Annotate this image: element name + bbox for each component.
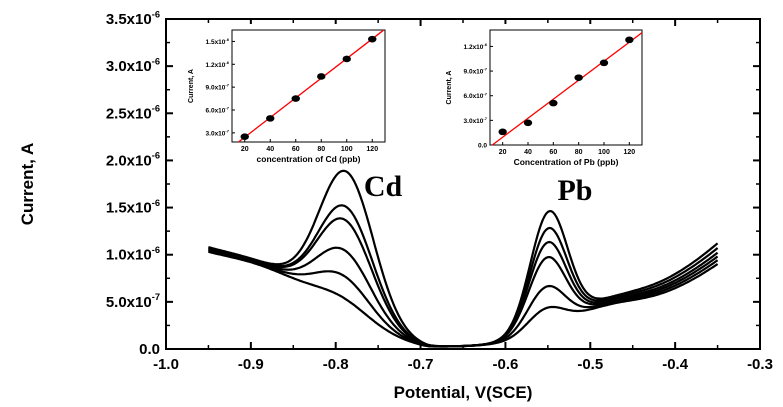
inset-x-axis-title: concentration of Cd (ppb) <box>257 154 361 164</box>
cd-peak-label: Cd <box>364 170 403 203</box>
inset-data-point <box>625 36 634 44</box>
inset-y-tick-label: 9.0x10-7 <box>206 83 230 92</box>
inset-y-tick-label: 3.0x10-7 <box>464 116 488 125</box>
inset-fit-line <box>491 32 643 146</box>
y-tick-label: 0.0 <box>139 341 160 358</box>
inset-y-tick-label: 6.0x10-7 <box>464 91 488 100</box>
main-plot: -1.0 -0.9 -0.8 -0.7 -0.6 -0.5 -0.4 -0.3 0.0 5.0x1… <box>18 9 773 402</box>
pb-calibration-inset: 20 40 60 80 100 120 0.0 3.0x10-7 6.0x10-7 9.0x10-… <box>440 24 656 171</box>
inset-data-point <box>574 74 583 81</box>
x-tick-label: -0.9 <box>238 356 264 373</box>
x-tick-label: -1.0 <box>153 356 179 373</box>
inset-data-point <box>291 95 300 102</box>
inset-data-point <box>599 59 609 67</box>
x-tick-label: -0.6 <box>492 356 518 373</box>
inset-x-tick-label: 40 <box>524 149 532 156</box>
inset-y-tick-label: 3.0x10-7 <box>206 128 230 137</box>
inset-y-tick-label: 1.5x10-6 <box>206 37 230 46</box>
inset-x-tick-label: 120 <box>366 146 378 153</box>
y-tick-label: 3.0x10-6 <box>106 56 160 75</box>
inset-data-point <box>523 119 533 127</box>
x-tick-label: -0.4 <box>662 356 689 373</box>
inset-data-point <box>549 99 558 107</box>
y-tick-label: 1.0x10-6 <box>106 245 160 264</box>
inset-x-tick-label: 60 <box>549 149 557 156</box>
inset-x-axis-title: Concentration of Pb (ppb) <box>514 157 619 167</box>
y-axis-title: Current, A <box>18 143 37 226</box>
inset-x-tick-label: 100 <box>598 149 610 156</box>
voltammogram-line <box>208 169 719 348</box>
voltammogram-line <box>208 217 719 348</box>
inset-x-tick-label: 80 <box>575 149 583 156</box>
pb-peak-label: Pb <box>557 174 592 207</box>
y-tick-label: 3.5x10-6 <box>106 9 160 28</box>
inset-x-tick-label: 40 <box>266 146 274 153</box>
x-tick-label: -0.7 <box>408 356 434 373</box>
inset-x-tick-label: 80 <box>317 146 325 153</box>
cd-calibration-inset: 20 40 60 80 100 120 3.0x10-7 6.0x10-7 9.0x10-7 1.… <box>182 24 399 168</box>
inset-frame <box>231 29 386 143</box>
inset-fit-line <box>238 29 385 143</box>
inset-y-axis-title: Current, A <box>446 71 453 105</box>
x-tick-label: -0.5 <box>577 356 603 373</box>
inset-y-tick-label: 1.2x10-6 <box>464 42 488 51</box>
inset-x-tick-label: 100 <box>341 146 353 153</box>
inset-x-tick-label: 60 <box>292 146 300 153</box>
x-axis-title: Potential, V(SCE) <box>394 383 533 402</box>
inset-data-point <box>368 35 377 43</box>
inset-y-tick-label: 6.0x10-7 <box>206 106 230 115</box>
inset-data-point <box>240 133 249 140</box>
inset-x-tick-label: 120 <box>623 149 635 156</box>
y-tick-label: 1.5x10-6 <box>106 198 160 217</box>
inset-y-tick-label: 0.0 <box>478 143 487 150</box>
x-tick-label: -0.8 <box>323 356 349 373</box>
voltammogram-series <box>208 169 719 348</box>
inset-data-point <box>266 115 275 122</box>
inset-frame <box>489 29 643 146</box>
inset-y-axis-title: Current, A <box>188 69 195 103</box>
inset-x-tick-label: 20 <box>499 149 507 156</box>
inset-x-tick-label: 20 <box>241 146 249 153</box>
inset-data-point <box>342 55 351 63</box>
inset-background <box>182 24 399 168</box>
x-tick-label: -0.3 <box>747 356 773 373</box>
y-tick-label: 2.0x10-6 <box>106 151 160 170</box>
inset-data-point <box>498 128 507 136</box>
inset-data-point <box>317 73 326 80</box>
inset-y-tick-label: 9.0x10-7 <box>464 67 488 76</box>
inset-y-tick-label: 1.2x10-6 <box>206 60 230 69</box>
y-tick-label: 5.0x10-7 <box>106 292 160 311</box>
y-tick-label: 2.5x10-6 <box>106 104 160 123</box>
